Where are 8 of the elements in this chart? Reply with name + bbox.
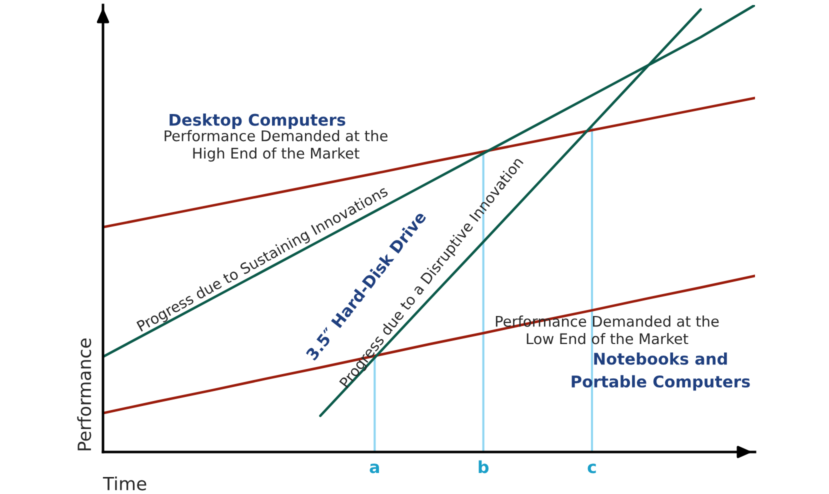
annotation: Notebooks and Portable Computers xyxy=(572,352,750,391)
x-tick-label: b xyxy=(478,460,489,474)
series-label: Performance Demanded at the High End of the Market xyxy=(164,130,388,162)
x-tick-label: a xyxy=(370,464,379,474)
x-tick-label: c xyxy=(588,464,596,474)
annotation: Desktop Computers xyxy=(170,113,346,129)
x-axis-title: Time xyxy=(102,476,146,490)
y-axis-title: Performance xyxy=(77,338,92,450)
